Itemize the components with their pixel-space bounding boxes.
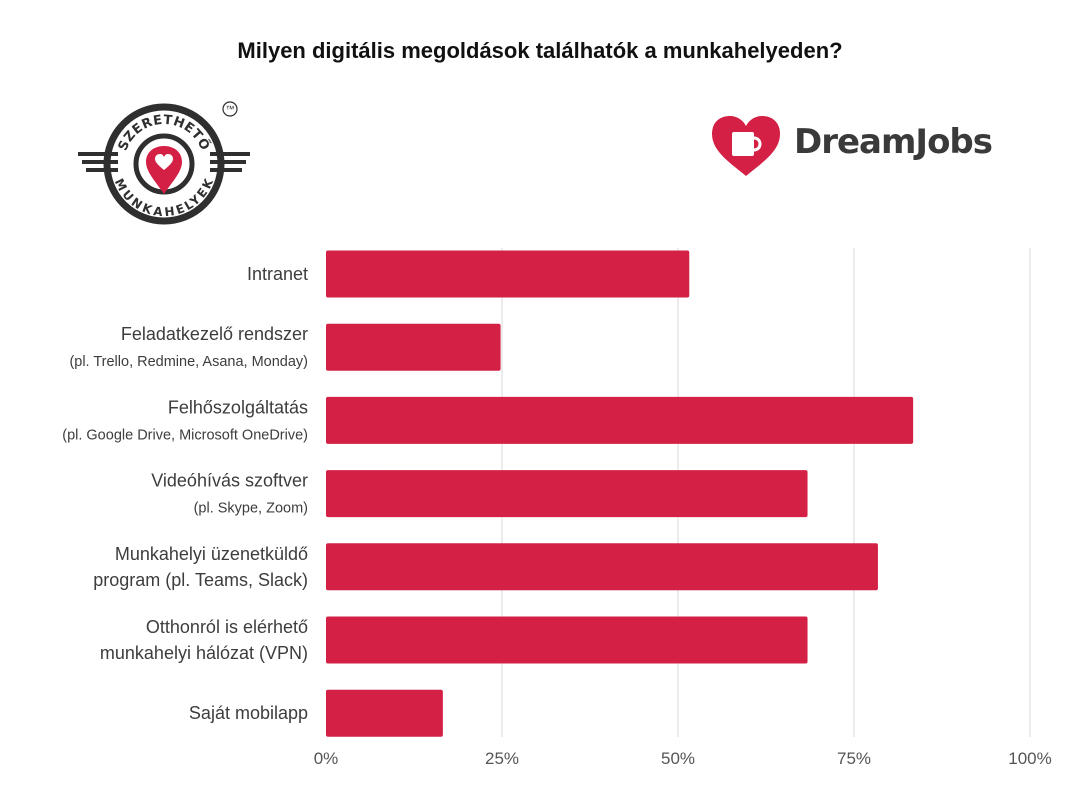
category-label: Feladatkezelő rendszer xyxy=(121,324,308,344)
heart-pin-icon xyxy=(146,146,182,194)
dreamjobs-brand-text: DreamJobs xyxy=(794,122,993,162)
bar xyxy=(326,689,443,737)
category-label: Otthonról is elérhető xyxy=(146,617,308,637)
bar xyxy=(326,543,878,591)
x-tick-label: 25% xyxy=(485,749,519,768)
page-title: Milyen digitális megoldások találhatók a… xyxy=(237,38,843,63)
category-labels: Intranet Feladatkezelő rendszer (pl. Trell… xyxy=(62,264,308,723)
x-tick-label: 100% xyxy=(1008,749,1051,768)
bar xyxy=(326,616,808,664)
dreamjobs-logo: DreamJobs xyxy=(708,112,1008,184)
bar-chart: Intranet Feladatkezelő rendszer (pl. Trell… xyxy=(62,248,1052,768)
bar xyxy=(326,470,808,518)
category-label: Intranet xyxy=(247,264,308,284)
category-label: Felhőszolgáltatás xyxy=(168,397,308,417)
x-tick-label: 0% xyxy=(314,749,339,768)
heart-mug-icon xyxy=(712,116,780,176)
category-label: Videóhívás szoftver xyxy=(151,471,308,491)
trademark-mark: ™ xyxy=(226,104,235,114)
x-axis-ticks: 0% 25% 50% 75% 100% xyxy=(314,749,1052,768)
bar xyxy=(326,250,690,298)
bars xyxy=(326,250,914,737)
x-tick-label: 50% xyxy=(661,749,695,768)
category-sublabel: (pl. Google Drive, Microsoft OneDrive) xyxy=(62,427,308,443)
category-label: Saját mobilapp xyxy=(189,703,308,723)
bar xyxy=(326,396,914,444)
x-tick-label: 75% xyxy=(837,749,871,768)
szeretheto-munkahelyek-logo: SZERETHETŐ MUNKAHELYEK ™ xyxy=(78,98,250,226)
bar xyxy=(326,323,501,371)
category-label: Munkahelyi üzenetküldő xyxy=(115,544,308,564)
category-sublabel: (pl. Skype, Zoom) xyxy=(194,501,308,517)
category-label: program (pl. Teams, Slack) xyxy=(93,570,308,590)
category-sublabel: (pl. Trello, Redmine, Asana, Monday) xyxy=(69,354,308,370)
szeretheto-logo-graphic: SZERETHETŐ MUNKAHELYEK ™ xyxy=(78,101,250,225)
category-label: munkahelyi hálózat (VPN) xyxy=(100,643,308,663)
